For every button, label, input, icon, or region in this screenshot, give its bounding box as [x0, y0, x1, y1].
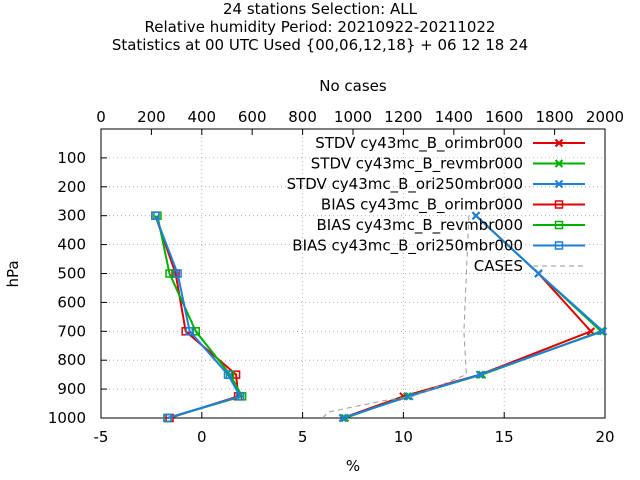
x-tick-label: 15	[495, 428, 514, 446]
y-axis-label: hPa	[4, 260, 22, 287]
data-point	[338, 413, 348, 423]
data-point	[475, 370, 485, 379]
y-tick-label: 400	[57, 236, 86, 254]
legend-label: STDV cy43mc_B_orimbr000	[315, 134, 523, 153]
x2-tick-label: 400	[187, 108, 216, 126]
legend-label: BIAS cy43mc_B_revmbr000	[317, 216, 524, 235]
x2-tick-label: 1800	[536, 108, 574, 126]
data-point	[191, 327, 201, 336]
x2-tick-label: 2000	[586, 108, 624, 126]
legend-label: CASES	[474, 257, 523, 275]
y-tick-label: 300	[57, 207, 86, 225]
title-line-2: Relative humidity Period: 20210922-20211…	[145, 18, 496, 36]
data-point	[223, 370, 233, 379]
series-line	[154, 215, 242, 419]
legend: STDV cy43mc_B_orimbr000 STDV cy43mc_B_rev…	[287, 134, 585, 275]
legend-marker	[554, 179, 564, 189]
legend-marker	[554, 159, 564, 168]
x-tick-label: 5	[298, 428, 308, 446]
series-line	[156, 215, 244, 419]
data-point	[235, 392, 245, 401]
data-point	[165, 269, 174, 278]
y-tick-label: 700	[57, 322, 86, 340]
legend-label: BIAS cy43mc_B_orimbr000	[321, 196, 523, 215]
x2-tick-label: 1600	[485, 108, 523, 126]
series-5	[153, 211, 247, 423]
x2-tick-label: 800	[288, 108, 317, 126]
legend-label: BIAS cy43mc_B_ori250mbr000	[292, 237, 523, 256]
x2-tick-label: 200	[137, 108, 166, 126]
x2-tick-label: 600	[238, 108, 267, 126]
y-tick-label: 200	[57, 178, 86, 196]
y-tick-label: 600	[57, 293, 86, 311]
data-point	[534, 269, 543, 278]
title-line-3: Statistics at 00 UTC Used {00,06,12,18} …	[112, 36, 528, 54]
title-line-1: 24 stations Selection: ALL	[223, 0, 418, 18]
y-tick-label: 800	[57, 351, 86, 369]
data-point	[173, 269, 182, 278]
x-tick-label: -5	[94, 428, 109, 446]
legend-item: STDV cy43mc_B_orimbr000	[315, 134, 585, 153]
data-point	[231, 370, 241, 379]
axis-ticks: -5 0 5 10 15 200 200 400 600 800 1000 1200 1400 1600 1…	[48, 108, 624, 446]
series-6	[151, 211, 245, 423]
x2-tick-label: 1400	[435, 108, 473, 126]
data-point	[405, 392, 414, 401]
x-tick-label: 10	[394, 428, 413, 446]
x-axis-label: %	[346, 457, 360, 475]
series-7	[322, 215, 470, 419]
y-tick-label: 100	[57, 149, 86, 167]
legend-item: STDV cy43mc_B_ori250mbr000	[287, 175, 585, 194]
legend-item: CASES	[474, 257, 585, 275]
series-3	[338, 211, 608, 423]
legend-marker	[554, 220, 564, 230]
legend-marker	[554, 200, 564, 209]
x2-axis-label: No cases	[319, 77, 387, 95]
legend-item: BIAS cy43mc_B_ori250mbr000	[292, 237, 585, 256]
x2-tick-label: 1000	[334, 108, 372, 126]
series-line	[322, 215, 470, 419]
legend-item: BIAS cy43mc_B_orimbr000	[321, 196, 585, 215]
data-point	[471, 211, 481, 220]
legend-label: STDV cy43mc_B_revmbr000	[311, 155, 523, 174]
data-point	[598, 327, 608, 336]
x2-tick-label: 0	[96, 108, 106, 126]
legend-item: STDV cy43mc_B_revmbr000	[311, 155, 585, 174]
data-point	[151, 211, 160, 220]
x2-tick-label: 1200	[384, 108, 422, 126]
x-tick-label: 0	[197, 428, 207, 446]
data-point	[163, 413, 172, 423]
legend-marker	[554, 241, 564, 250]
legend-marker	[554, 138, 564, 148]
y-tick-label: 900	[57, 380, 86, 398]
x-tick-label: 20	[595, 428, 614, 446]
data-point	[185, 327, 194, 336]
y-tick-label: 1000	[48, 409, 86, 427]
y-tick-label: 500	[57, 265, 86, 283]
legend-item: BIAS cy43mc_B_revmbr000	[317, 216, 585, 235]
legend-label: STDV cy43mc_B_ori250mbr000	[287, 175, 523, 194]
series-line	[342, 214, 605, 419]
series-layer	[151, 211, 608, 423]
